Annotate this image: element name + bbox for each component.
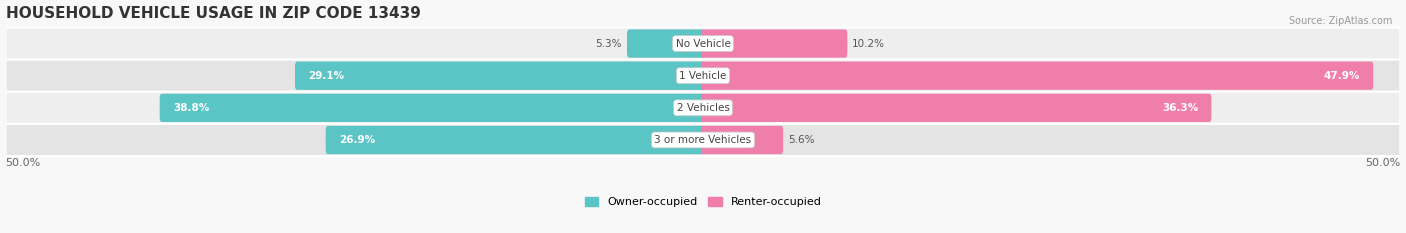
FancyBboxPatch shape [6,60,1400,92]
Text: 1 Vehicle: 1 Vehicle [679,71,727,81]
FancyBboxPatch shape [6,124,1400,156]
Text: 5.6%: 5.6% [789,135,814,145]
Text: 10.2%: 10.2% [852,39,886,48]
FancyBboxPatch shape [6,92,1400,124]
Text: No Vehicle: No Vehicle [675,39,731,48]
FancyBboxPatch shape [702,29,848,58]
Text: 50.0%: 50.0% [1365,158,1400,168]
FancyBboxPatch shape [702,126,783,154]
Text: 47.9%: 47.9% [1323,71,1360,81]
Text: Source: ZipAtlas.com: Source: ZipAtlas.com [1288,16,1392,26]
Text: 26.9%: 26.9% [339,135,375,145]
FancyBboxPatch shape [326,126,704,154]
Text: 38.8%: 38.8% [173,103,209,113]
Legend: Owner-occupied, Renter-occupied: Owner-occupied, Renter-occupied [585,197,821,207]
FancyBboxPatch shape [627,29,704,58]
Text: 2 Vehicles: 2 Vehicles [676,103,730,113]
FancyBboxPatch shape [160,94,704,122]
FancyBboxPatch shape [295,62,704,90]
Text: 36.3%: 36.3% [1161,103,1198,113]
FancyBboxPatch shape [702,94,1212,122]
Text: 50.0%: 50.0% [6,158,41,168]
Text: 5.3%: 5.3% [596,39,621,48]
Text: 29.1%: 29.1% [308,71,344,81]
Text: 3 or more Vehicles: 3 or more Vehicles [654,135,752,145]
FancyBboxPatch shape [702,62,1374,90]
Text: HOUSEHOLD VEHICLE USAGE IN ZIP CODE 13439: HOUSEHOLD VEHICLE USAGE IN ZIP CODE 1343… [6,6,420,21]
FancyBboxPatch shape [6,27,1400,60]
